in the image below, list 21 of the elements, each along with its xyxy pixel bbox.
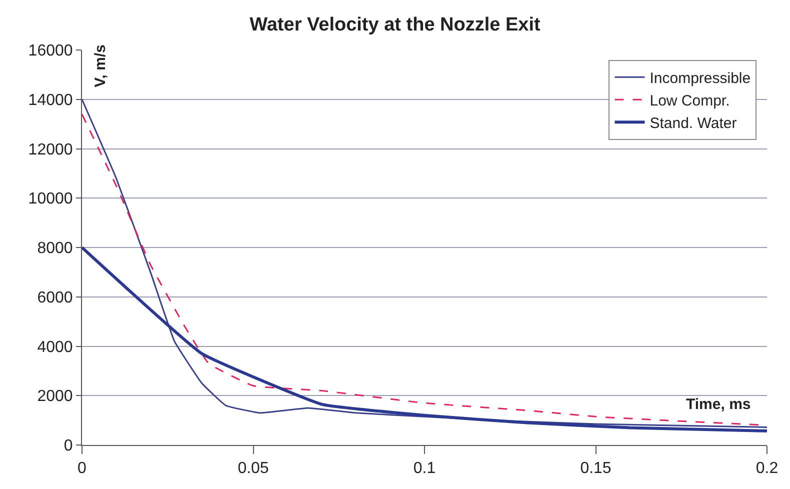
- legend-label: Incompressible: [650, 70, 751, 87]
- y-tick-label: 14000: [28, 92, 73, 109]
- line-series: [82, 246, 767, 432]
- y-tick-label: 6000: [37, 289, 73, 306]
- y-tick-label: 8000: [37, 240, 73, 258]
- y-axis-title: V, m/s: [92, 44, 110, 88]
- legend-label: Stand. Water: [650, 114, 737, 132]
- x-tick-label: 0.2: [756, 460, 778, 478]
- y-tick-label: 4000: [37, 338, 73, 356]
- y-tick-label: 10000: [28, 190, 73, 208]
- legend-label: Low Compr.: [650, 92, 730, 110]
- x-tick-label: 0.05: [238, 460, 269, 478]
- x-tick-label: 0.15: [580, 460, 612, 478]
- x-axis-title: Time, ms: [686, 396, 751, 413]
- y-tick-label: 16000: [28, 42, 73, 60]
- chart-title: Water Velocity at the Nozzle Exit: [250, 14, 542, 36]
- y-tick-label: 2000: [37, 388, 73, 406]
- x-tick-label: 0.1: [413, 460, 436, 478]
- y-tick-label: 12000: [28, 141, 73, 158]
- y-tick-label: 0: [64, 438, 73, 455]
- x-tick-label: 0: [78, 460, 87, 478]
